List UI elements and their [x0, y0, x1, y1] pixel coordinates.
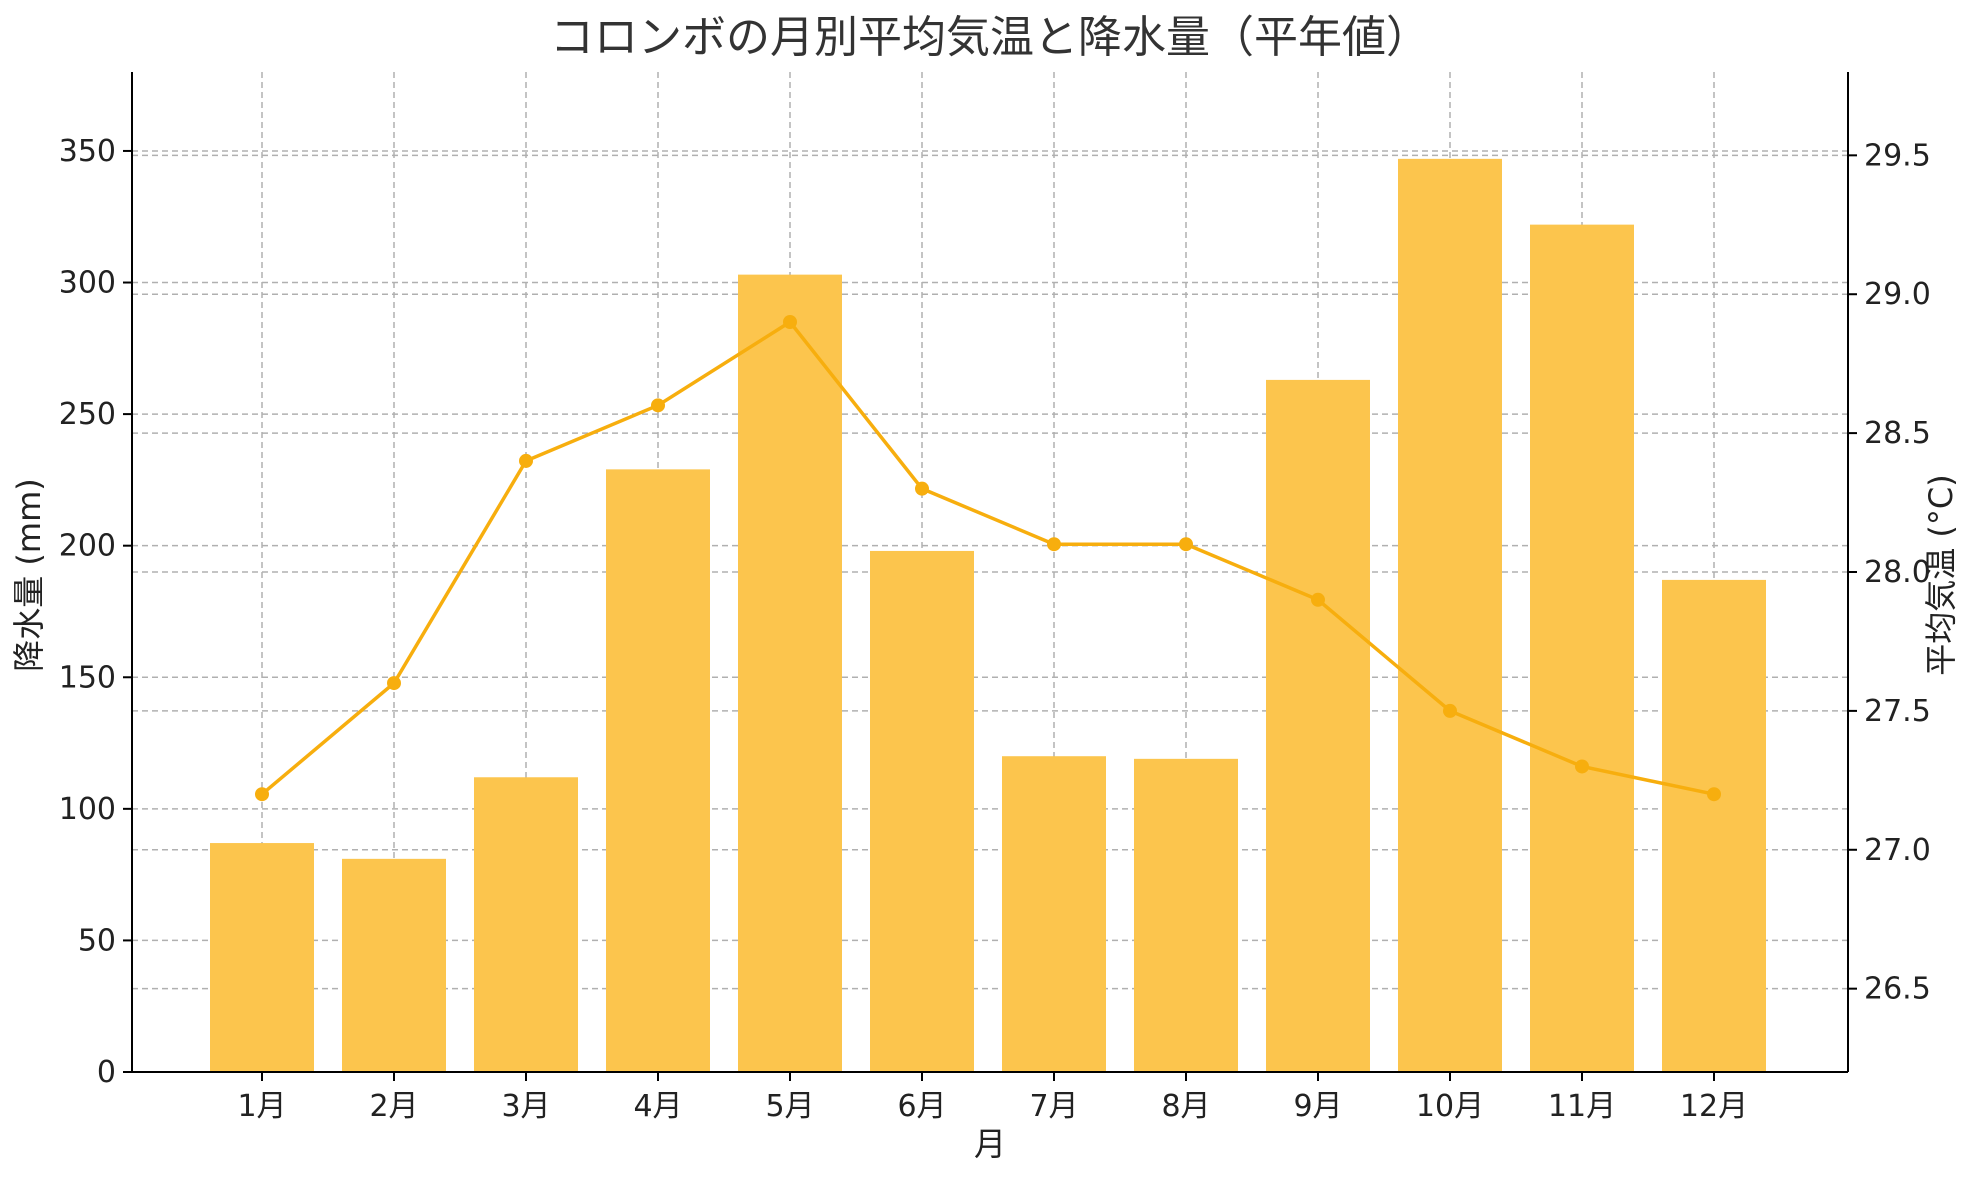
temperature-point — [1707, 787, 1721, 801]
temperature-point — [1575, 759, 1589, 773]
y-tick-label-left: 150 — [59, 660, 116, 695]
y-tick-label-left: 50 — [78, 923, 116, 958]
y-tick-label-right: 29.5 — [1864, 138, 1931, 173]
x-tick-label: 4月 — [633, 1089, 682, 1124]
temperature-point — [255, 787, 269, 801]
temperature-point — [651, 398, 665, 412]
bar — [1662, 580, 1766, 1072]
x-tick-label: 12月 — [1680, 1089, 1748, 1124]
temperature-point — [1047, 537, 1061, 551]
axes: 0 50 100 150 200 250 300 350 26.5 27.0 27.5 28.0 28.… — [59, 72, 1931, 1124]
y-tick-label-left: 200 — [59, 529, 116, 564]
temperature-point — [1179, 537, 1193, 551]
x-tick-label: 11月 — [1548, 1089, 1616, 1124]
y-tick-label-right: 27.0 — [1864, 833, 1931, 868]
bar-series — [210, 159, 1766, 1072]
x-tick-label: 1月 — [237, 1089, 286, 1124]
y-tick-label-left: 100 — [59, 792, 116, 827]
y-tick-label-right: 28.0 — [1864, 555, 1931, 590]
x-tick-label: 7月 — [1029, 1089, 1078, 1124]
bar — [1530, 225, 1634, 1072]
x-tick-label: 9月 — [1293, 1089, 1342, 1124]
y-tick-label-left: 250 — [59, 397, 116, 432]
temperature-point — [1443, 704, 1457, 718]
y-tick-label-right: 26.5 — [1864, 972, 1931, 1007]
y-tick-label-left: 350 — [59, 134, 116, 169]
x-axis-label: 月 — [974, 1125, 1006, 1163]
x-tick-label: 6月 — [897, 1089, 946, 1124]
bar — [870, 551, 974, 1072]
y-tick-label-right: 27.5 — [1864, 694, 1931, 729]
y-tick-label-right: 29.0 — [1864, 277, 1931, 312]
x-tick-label: 10月 — [1416, 1089, 1484, 1124]
temperature-point — [783, 315, 797, 329]
bar — [1398, 159, 1502, 1072]
chart-title: コロンボの月別平均気温と降水量（平年値） — [550, 12, 1430, 63]
y-tick-label-right: 28.5 — [1864, 416, 1931, 451]
y-axis-left-label: 降水量 (mm) — [10, 478, 48, 672]
temperature-point — [1311, 593, 1325, 607]
temperature-point — [519, 454, 533, 468]
temperature-point — [915, 482, 929, 496]
temperature-point — [387, 676, 401, 690]
x-tick-label: 3月 — [501, 1089, 550, 1124]
bar — [606, 469, 710, 1072]
y-axis-right-label: 平均気温 (°C) — [1922, 474, 1960, 676]
bar — [1266, 380, 1370, 1072]
bar — [210, 843, 314, 1072]
bar — [1134, 759, 1238, 1072]
bar — [342, 859, 446, 1072]
bar — [474, 777, 578, 1072]
x-tick-label: 2月 — [369, 1089, 418, 1124]
bar — [1002, 756, 1106, 1072]
x-tick-label: 5月 — [765, 1089, 814, 1124]
bar — [738, 275, 842, 1072]
y-tick-label-left: 300 — [59, 266, 116, 301]
x-tick-label: 8月 — [1161, 1089, 1210, 1124]
y-tick-label-left: 0 — [97, 1055, 116, 1090]
